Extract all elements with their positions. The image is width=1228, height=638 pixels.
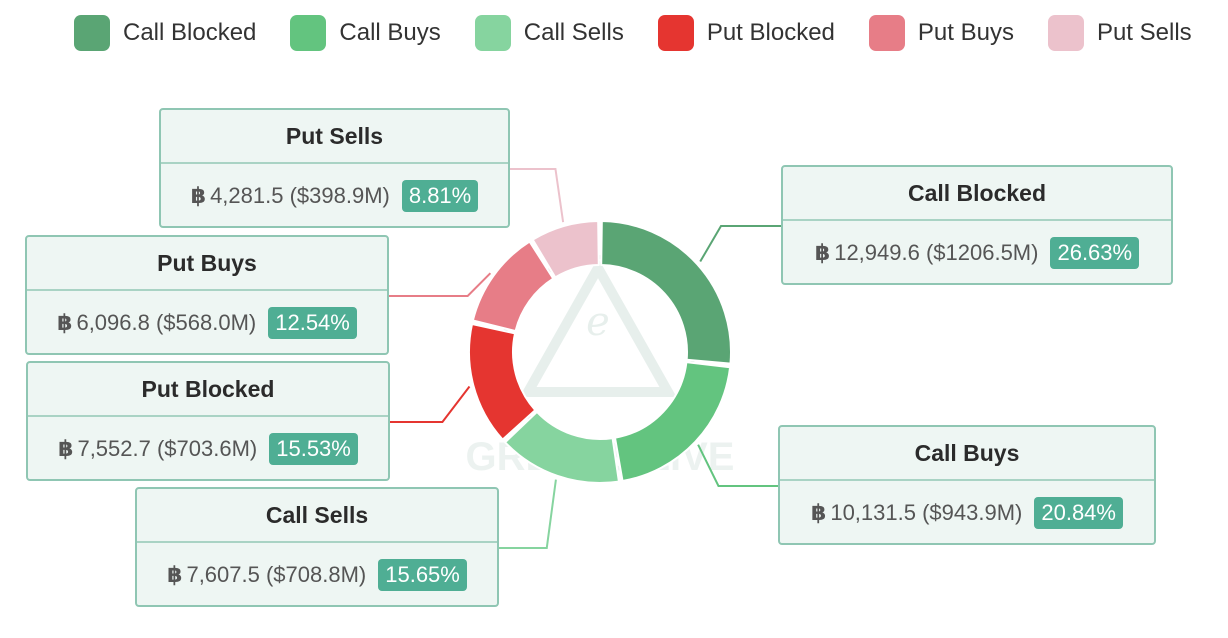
legend-item-put-buys[interactable]: Put Buys (868, 15, 1014, 51)
slice-call-sells[interactable] (504, 410, 620, 484)
card-body: ฿ 12,949.6 ($1206.5M) 26.63% (783, 221, 1171, 285)
legend-swatch (474, 15, 511, 51)
legend: Call Blocked Call Buys Call Sells Put Block… (74, 14, 1192, 52)
label-card-put-sells: Put Sells ฿ 4,281.5 ($398.9M) 8.81% (159, 108, 510, 228)
leader-line-put-sells (510, 168, 565, 223)
card-percent-badge: 20.84% (1034, 497, 1123, 529)
leader-line-put-buys (389, 272, 492, 297)
legend-swatch (290, 15, 327, 51)
legend-swatch (657, 15, 694, 51)
card-title: Call Blocked (783, 167, 1171, 221)
bitcoin-icon: ฿ (811, 500, 827, 525)
card-title: Put Buys (27, 237, 387, 291)
legend-item-put-blocked[interactable]: Put Blocked (657, 15, 835, 51)
leader-line-call-sells (499, 479, 557, 549)
slice-put-buys[interactable] (471, 240, 555, 333)
leader-line-call-buys (697, 444, 778, 487)
card-body: ฿ 7,607.5 ($708.8M) 15.65% (137, 543, 497, 607)
card-body: ฿ 10,131.5 ($943.9M) 20.84% (780, 481, 1154, 545)
card-body: ฿ 6,096.8 ($568.0M) 12.54% (27, 291, 387, 355)
slice-call-buys[interactable] (613, 361, 732, 483)
card-title: Put Sells (161, 110, 508, 164)
bitcoin-icon: ฿ (58, 436, 74, 461)
legend-label: Put Blocked (706, 19, 835, 46)
card-body: ฿ 7,552.7 ($703.6M) 15.53% (28, 417, 388, 481)
legend-label: Call Sells (523, 19, 624, 46)
label-card-put-buys: Put Buys ฿ 6,096.8 ($568.0M) 12.54% (25, 235, 389, 355)
legend-swatch (868, 15, 905, 51)
leader-lines (389, 168, 781, 549)
slice-call-blocked[interactable] (600, 220, 732, 365)
legend-label: Put Sells (1096, 19, 1192, 46)
slice-put-blocked[interactable] (468, 323, 537, 441)
card-volume: 12,949.6 ($1206.5M) (834, 240, 1039, 265)
card-title: Put Blocked (28, 363, 388, 417)
bitcoin-icon: ฿ (814, 240, 831, 265)
leader-line-put-blocked (390, 385, 471, 423)
legend-item-call-sells[interactable]: Call Sells (474, 15, 624, 51)
legend-label: Put Buys (917, 19, 1014, 46)
card-title: Call Sells (137, 489, 497, 543)
label-card-put-blocked: Put Blocked ฿ 7,552.7 ($703.6M) 15.53% (26, 361, 390, 481)
card-volume: 10,131.5 ($943.9M) (830, 500, 1023, 525)
slice-put-sells[interactable] (531, 220, 600, 279)
legend-item-call-buys[interactable]: Call Buys (290, 15, 441, 51)
card-title: Call Buys (780, 427, 1154, 481)
bitcoin-icon: ฿ (190, 183, 207, 208)
donut-slices (468, 220, 732, 484)
card-percent-badge: 8.81% (401, 180, 479, 212)
card-percent-badge: 15.53% (269, 433, 358, 465)
legend-item-call-blocked[interactable]: Call Blocked (74, 15, 256, 51)
leader-line-call-blocked (699, 225, 781, 263)
bitcoin-icon: ฿ (167, 562, 183, 587)
label-card-call-sells: Call Sells ฿ 7,607.5 ($708.8M) 15.65% (135, 487, 499, 607)
legend-label: Call Blocked (123, 19, 257, 46)
label-card-call-buys: Call Buys ฿ 10,131.5 ($943.9M) 20.84% (778, 425, 1156, 545)
bitcoin-icon: ฿ (57, 310, 73, 335)
card-percent-badge: 26.63% (1050, 237, 1140, 269)
card-body: ฿ 4,281.5 ($398.9M) 8.81% (161, 164, 508, 228)
legend-swatch (74, 15, 110, 51)
card-volume: 7,552.7 ($703.6M) (77, 436, 258, 461)
legend-label: Call Buys (339, 19, 441, 46)
card-percent-badge: 15.65% (378, 559, 467, 591)
card-volume: 7,607.5 ($708.8M) (186, 562, 367, 587)
card-volume: 6,096.8 ($568.0M) (76, 310, 257, 335)
svg-text:e: e (586, 299, 610, 345)
legend-item-put-sells[interactable]: Put Sells (1047, 15, 1192, 51)
card-volume: 4,281.5 ($398.9M) (210, 183, 390, 208)
legend-swatch (1047, 15, 1084, 51)
card-percent-badge: 12.54% (268, 307, 357, 339)
label-card-call-blocked: Call Blocked ฿ 12,949.6 ($1206.5M) 26.63% (781, 165, 1173, 285)
